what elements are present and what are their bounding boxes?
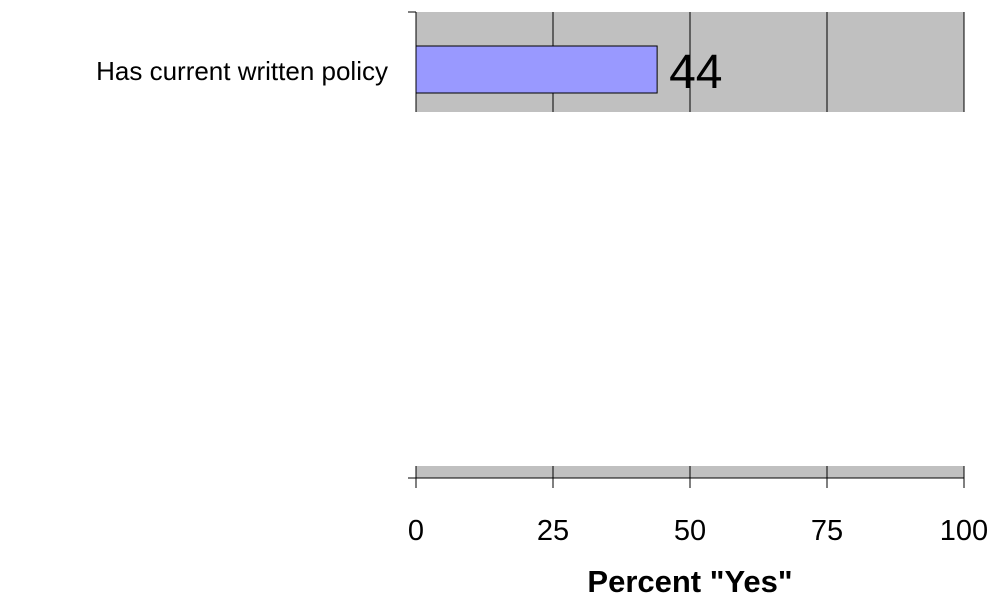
bar-has-current-written-policy — [415, 45, 658, 94]
x-tick-label: 0 — [408, 515, 424, 547]
x-tick-label: 25 — [537, 515, 569, 547]
category-label: Has current written policy — [96, 56, 388, 86]
x-tick-label: 75 — [811, 515, 843, 547]
x-axis-title: Percent "Yes" — [587, 564, 792, 599]
bar-value-label: 44 — [669, 46, 722, 99]
x-tick-label: 100 — [940, 515, 988, 547]
gridlines — [552, 12, 965, 112]
x-tick-label: 50 — [674, 515, 706, 547]
